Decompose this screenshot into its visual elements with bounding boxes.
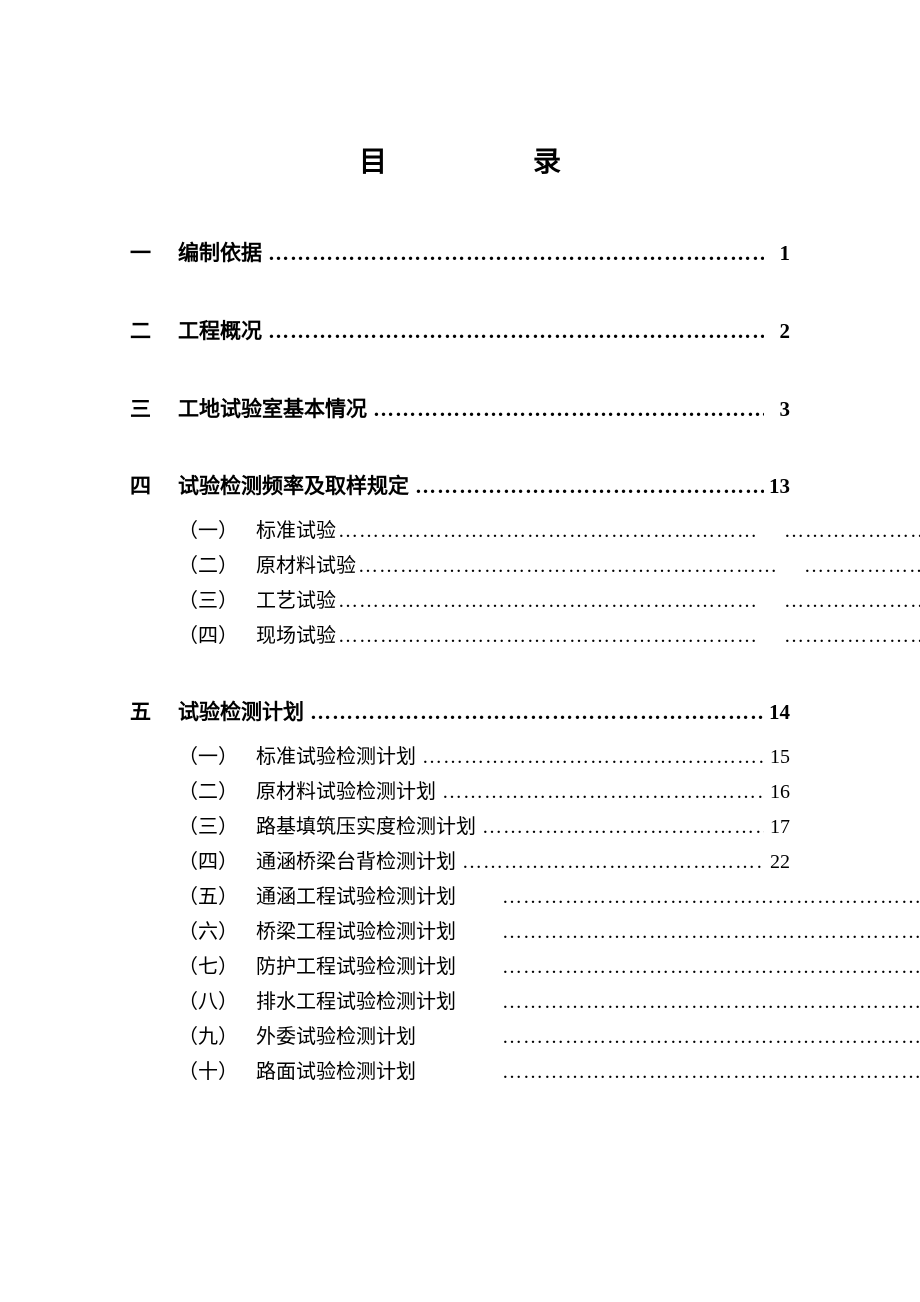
section-label: 试验检测计划 [178, 694, 304, 732]
sub-label: 排水工程试验检测计划 [256, 985, 456, 1020]
section-label: 编制依据 [178, 235, 262, 273]
toc-section: 四试验检测频率及取样规定…………………………………………………………………………… [130, 468, 790, 654]
toc-main-entry: 三工地试验室基本情况………………………………………………………………………………… [130, 391, 790, 429]
leader-dots: …………………………………………………………………………………………………………… [262, 313, 764, 351]
leader-dots: .………………………………………………………………………………………………………… [456, 985, 920, 1020]
toc-section: 三工地试验室基本情况………………………………………………………………………………… [130, 391, 790, 429]
section-label: 工地试验室基本情况 [178, 391, 367, 429]
toc-sub-entry: （一）标准试验检测计划……………………………………………………………………………… [130, 740, 790, 775]
leader-dots: …………………………………………………………………………………………………………… [262, 235, 764, 273]
toc-sub-entry: （五）通涵工程试验检测计划.……………………………………………………………………… [130, 880, 790, 915]
sub-label: 通涵工程试验检测计划 [256, 880, 456, 915]
toc-sub-entry: （四）现场试验………………………………………………………………………………………… [130, 619, 790, 654]
sub-number: （三） [178, 810, 256, 845]
leader-dots: …………………………………………………………………………………………………………… [409, 468, 764, 506]
sub-number: （五） [178, 880, 256, 915]
leader-dots: .………………………………………………………………………………………………………… [416, 1020, 920, 1055]
leader-dots: …………………………………………………………………………………………………………… [304, 694, 764, 732]
toc-sub-entry: （十）路面试验检测计划.…………………………………………………………………………… [130, 1055, 790, 1090]
leader-dots: …………………………………………………………………………………………………………… [416, 740, 764, 775]
leader-dots: …………………………………………………………………………………………………………… [476, 810, 764, 845]
page-number: 3 [764, 391, 790, 429]
page-number: 13 [764, 468, 790, 506]
leader-dots: …………………………………………………………………………………………………………… [356, 549, 920, 584]
leader-dots: .………………………………………………………………………………………………………… [456, 880, 920, 915]
sub-label: 防护工程试验检测计划 [256, 950, 456, 985]
leader-dots: …………………………………………………………………………………………………………… [367, 391, 764, 429]
toc-sub-entry: （三）工艺试验………………………………………………………………………………………… [130, 584, 790, 619]
sub-number: （一） [178, 740, 256, 775]
section-number: 二 [130, 313, 178, 351]
toc-container: 一编制依据……………………………………………………………………………………………… [130, 235, 790, 1090]
sub-number: （九） [178, 1020, 256, 1055]
sub-number: （七） [178, 950, 256, 985]
toc-sub-entry: （二）原材料试验检测计划…………………………………………………………………………… [130, 775, 790, 810]
toc-sub-entry: （八）排水工程试验检测计划.……………………………………………………………………… [130, 985, 790, 1020]
section-number: 五 [130, 694, 178, 732]
section-label: 试验检测频率及取样规定 [178, 468, 409, 506]
sub-label: 通涵桥梁台背检测计划 [256, 845, 456, 880]
toc-section: 二工程概况……………………………………………………………………………………………… [130, 313, 790, 351]
sub-page-number: 17 [764, 810, 790, 845]
sub-number: （二） [178, 549, 256, 584]
toc-sub-entry: （二）原材料试验……………………………………………………………………………………… [130, 549, 790, 584]
sub-label: 路基填筑压实度检测计划 [256, 810, 476, 845]
toc-sub-entry: （九）外委试验检测计划.…………………………………………………………………………… [130, 1020, 790, 1055]
sub-number: （八） [178, 985, 256, 1020]
sub-number: （二） [178, 775, 256, 810]
toc-sub-entry: （六）桥梁工程试验检测计划.……………………………………………………………………… [130, 915, 790, 950]
section-number: 三 [130, 391, 178, 429]
leader-dots: …………………………………………………………………………………………………………… [336, 514, 920, 549]
sub-number: （十） [178, 1055, 256, 1090]
sub-label: 现场试验 [256, 619, 336, 654]
sub-number: （六） [178, 915, 256, 950]
toc-main-entry: 一编制依据……………………………………………………………………………………………… [130, 235, 790, 273]
sub-page-number: 16 [764, 775, 790, 810]
toc-sub-entry: （四）通涵桥梁台背检测计划………………………………………………………………………… [130, 845, 790, 880]
toc-section: 五试验检测计划………………………………………………………………………………………… [130, 694, 790, 1090]
sub-label: 工艺试验 [256, 584, 336, 619]
toc-sub-entry: （七）防护工程试验检测计划.……………………………………………………………………… [130, 950, 790, 985]
sub-label: 原材料试验检测计划 [256, 775, 436, 810]
sub-number: （一） [178, 514, 256, 549]
sub-label: 路面试验检测计划 [256, 1055, 416, 1090]
page-number: 2 [764, 313, 790, 351]
leader-dots: .………………………………………………………………………………………………………… [456, 950, 920, 985]
leader-dots: …………………………………………………………………………………………………………… [456, 845, 764, 880]
leader-dots: …………………………………………………………………………………………………………… [336, 584, 920, 619]
sub-number: （四） [178, 845, 256, 880]
sub-page-number: 22 [764, 845, 790, 880]
leader-dots: .………………………………………………………………………………………………………… [456, 915, 920, 950]
sub-number: （三） [178, 584, 256, 619]
sub-label: 原材料试验 [256, 549, 356, 584]
leader-dots: …………………………………………………………………………………………………………… [436, 775, 764, 810]
toc-main-entry: 二工程概况……………………………………………………………………………………………… [130, 313, 790, 351]
sub-label: 标准试验 [256, 514, 336, 549]
page-number: 1 [764, 235, 790, 273]
sub-label: 外委试验检测计划 [256, 1020, 416, 1055]
leader-dots: .………………………………………………………………………………………………………… [416, 1055, 920, 1090]
toc-sub-entry: （一）标准试验………………………………………………………………………………………… [130, 514, 790, 549]
sub-number: （四） [178, 619, 256, 654]
toc-section: 一编制依据……………………………………………………………………………………………… [130, 235, 790, 273]
section-number: 四 [130, 468, 178, 506]
section-label: 工程概况 [178, 313, 262, 351]
page-number: 14 [764, 694, 790, 732]
toc-sub-entry: （三）路基填筑压实度检测计划……………………………………………………………………… [130, 810, 790, 845]
sub-label: 标准试验检测计划 [256, 740, 416, 775]
sub-page-number: 15 [764, 740, 790, 775]
toc-title: 目 录 [130, 140, 790, 180]
section-number: 一 [130, 235, 178, 273]
toc-main-entry: 五试验检测计划………………………………………………………………………………………… [130, 694, 790, 732]
sub-label: 桥梁工程试验检测计划 [256, 915, 456, 950]
leader-dots: …………………………………………………………………………………………………………… [336, 619, 920, 654]
toc-main-entry: 四试验检测频率及取样规定…………………………………………………………………………… [130, 468, 790, 506]
